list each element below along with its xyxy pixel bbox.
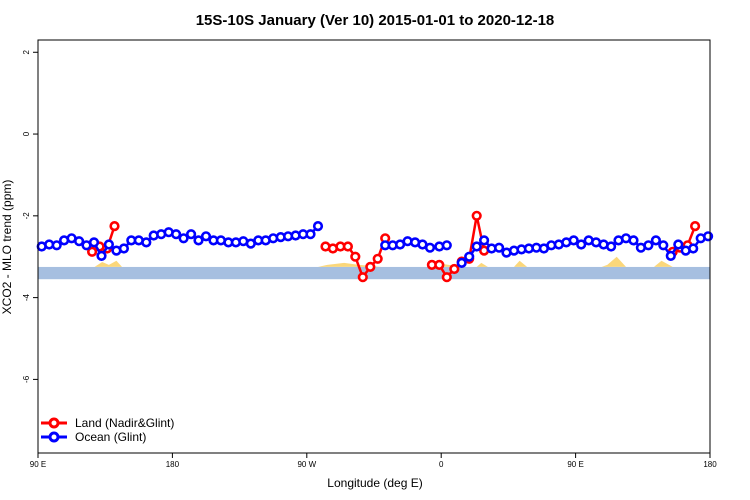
plot-area xyxy=(36,210,714,283)
topography-area xyxy=(514,260,528,267)
reference-band xyxy=(38,266,710,280)
land-series-point xyxy=(449,263,460,275)
plot-frame xyxy=(37,39,711,454)
legend-ocean-marker xyxy=(48,431,60,443)
ocean-series-point xyxy=(494,242,505,253)
ocean-series-point xyxy=(688,243,699,254)
ocean-series-point xyxy=(305,229,316,240)
land-series-point xyxy=(441,272,452,283)
ocean-series-point xyxy=(702,231,714,242)
land-series-point xyxy=(372,253,383,264)
ocean-series-point xyxy=(96,250,107,261)
ocean-series-point xyxy=(605,241,617,252)
y-tick-label: 0 xyxy=(22,131,31,136)
ocean-series-point xyxy=(193,235,204,246)
ocean-series-point xyxy=(118,243,129,254)
legend-land-label: Land (Nadir&Glint) xyxy=(75,416,174,430)
ocean-series-point xyxy=(456,257,467,269)
ocean-series-point xyxy=(441,240,452,251)
y-tick-label: -6 xyxy=(22,375,31,383)
x-tick-label: 90 W xyxy=(297,460,316,469)
legend: Land (Nadir&Glint) Ocean (Glint) xyxy=(41,416,174,444)
ocean-series-point xyxy=(200,231,212,242)
ocean-series-point xyxy=(464,251,475,262)
ocean-series-point xyxy=(141,237,152,248)
topography-area xyxy=(654,260,673,267)
land-series-point xyxy=(109,221,120,232)
y-tick-label: -4 xyxy=(22,293,31,301)
ocean-series-point xyxy=(628,235,639,246)
y-tick-label: 2 xyxy=(22,50,31,55)
ocean-series-point xyxy=(471,241,482,252)
chart-title: 15S-10S January (Ver 10) 2015-01-01 to 2… xyxy=(196,12,555,29)
land-series-point xyxy=(86,246,98,257)
legend-land-marker xyxy=(48,417,60,429)
land-series-point xyxy=(689,221,701,232)
land-series-point xyxy=(342,241,354,252)
ocean-series-point xyxy=(424,242,436,253)
topography-area xyxy=(94,260,122,267)
land-series-point xyxy=(357,272,368,283)
ocean-series-point xyxy=(171,229,182,240)
ocean-series-point xyxy=(479,235,490,246)
ocean-series-point xyxy=(103,239,114,250)
ocean-series-point xyxy=(73,236,85,247)
x-axis-label: Longitude (deg E) xyxy=(327,476,422,490)
y-tick-label: -2 xyxy=(22,212,31,220)
y-axis-label: XCO2 - MLO trend (ppm) xyxy=(0,180,14,315)
topography-area xyxy=(476,262,488,267)
land-series-point xyxy=(365,261,376,273)
legend-ocean-label: Ocean (Glint) xyxy=(75,430,146,444)
land-series-point xyxy=(471,210,482,221)
x-tick-label: 180 xyxy=(166,460,180,469)
ocean-series-point xyxy=(665,250,676,261)
ocean-series-point xyxy=(568,235,579,246)
axes: 90 E 180 90 W 0 90 E 180 2 0 -2 -4 -6 xyxy=(22,50,717,469)
x-tick-label: 90 E xyxy=(30,460,46,469)
topography-area xyxy=(601,256,626,267)
ocean-series-point xyxy=(51,240,62,251)
x-tick-label: 180 xyxy=(703,460,717,469)
ocean-series-point xyxy=(650,235,662,246)
x-tick-label: 0 xyxy=(439,460,444,469)
x-tick-label: 90 E xyxy=(567,460,583,469)
ocean-series-point xyxy=(643,240,654,251)
land-series-point xyxy=(350,251,361,262)
ocean-series-point xyxy=(88,237,100,248)
ocean-series-point xyxy=(673,239,684,250)
land-series-point xyxy=(434,259,445,271)
ocean-series-point xyxy=(658,240,669,251)
ocean-series-point xyxy=(312,221,324,232)
ocean-series-point xyxy=(178,233,189,244)
ocean-series-point xyxy=(186,229,197,240)
ocean-series-point xyxy=(576,239,587,250)
